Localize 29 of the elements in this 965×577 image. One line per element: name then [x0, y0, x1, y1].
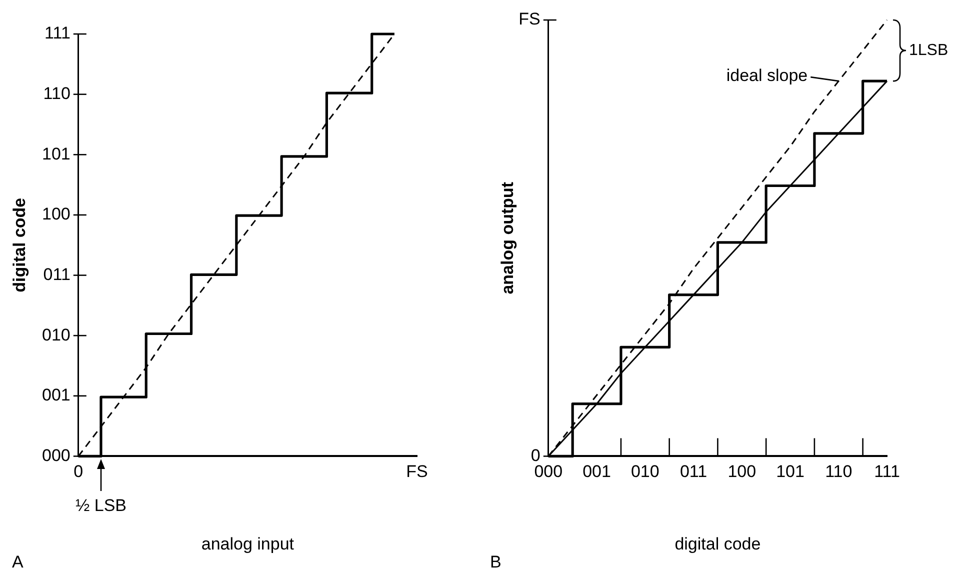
- x-tick-label: 010: [630, 462, 660, 482]
- text: A: [12, 552, 24, 572]
- text: 110: [43, 84, 70, 103]
- text: 001: [42, 386, 70, 405]
- x-tick-label: 110: [825, 462, 852, 482]
- x-tick-label: 0: [74, 462, 84, 482]
- annotation: 1LSB: [909, 40, 948, 61]
- annotation: ½ LSB: [75, 496, 126, 515]
- text: 011: [43, 264, 70, 284]
- x-axis-title: digital code: [674, 534, 761, 554]
- x-tick-label: 100: [728, 462, 756, 482]
- text: 0: [530, 446, 540, 465]
- x-tick-label: 011: [680, 462, 708, 482]
- text: 100: [42, 204, 70, 224]
- y-axis-title: digital code: [10, 198, 29, 292]
- y-axis-title: analog output: [498, 182, 517, 294]
- text: FS: [518, 10, 540, 29]
- text: 010: [42, 325, 70, 344]
- x-tick-label: 111: [874, 462, 900, 482]
- x-tick-label: FS: [406, 462, 428, 482]
- annotation: ideal slope: [726, 66, 808, 85]
- x-axis-title: analog input: [201, 534, 294, 554]
- x-tick-label: 101: [776, 462, 804, 482]
- text: 000: [42, 446, 70, 465]
- text: 111: [44, 24, 70, 43]
- text: B: [490, 552, 502, 572]
- text: 101: [42, 144, 70, 164]
- x-tick-label: 000: [534, 462, 563, 482]
- x-tick-label: 001: [582, 462, 611, 482]
